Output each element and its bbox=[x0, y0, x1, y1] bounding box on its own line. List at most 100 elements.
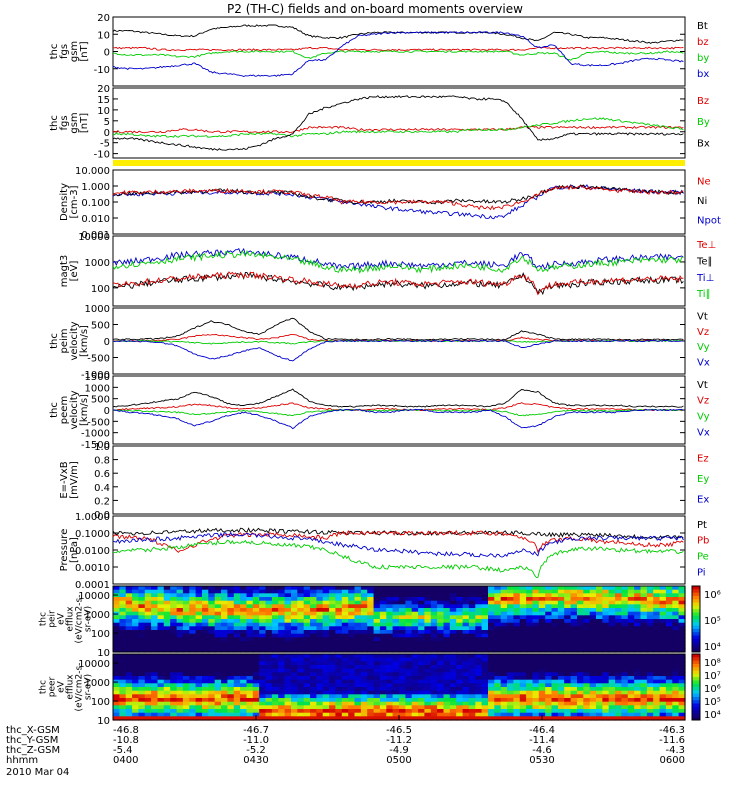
spectrogram-cell bbox=[513, 619, 521, 624]
spectrogram-cell bbox=[507, 589, 514, 594]
spectrogram-cell bbox=[475, 600, 483, 605]
y-axis-label: [km/s] bbox=[79, 394, 90, 426]
colorbar-tick-label: 10⁵ bbox=[704, 697, 721, 708]
spectrogram-cell bbox=[468, 679, 476, 684]
spectrogram-cell bbox=[227, 619, 235, 624]
spectrogram-cell bbox=[678, 694, 686, 699]
spectrogram-cell bbox=[392, 679, 400, 684]
spectrogram-cell bbox=[602, 701, 610, 706]
spectrogram-cell bbox=[456, 712, 464, 717]
spectrogram-cell bbox=[615, 716, 623, 721]
spectrogram-cell bbox=[367, 644, 375, 649]
spectrogram-cell bbox=[456, 608, 464, 613]
spectrogram-cell bbox=[577, 661, 584, 666]
spectrogram-cell bbox=[519, 644, 527, 649]
spectrogram-cell bbox=[284, 630, 292, 635]
spectrogram-cell bbox=[627, 668, 635, 673]
spectrogram-cell bbox=[570, 654, 578, 659]
spectrogram-cell bbox=[329, 622, 337, 627]
spectrogram-cell bbox=[424, 701, 432, 706]
spectrogram-cell bbox=[678, 619, 686, 624]
spectrogram-cell bbox=[348, 630, 356, 635]
spectrogram-cell bbox=[163, 604, 171, 609]
spectrogram-cell bbox=[449, 679, 457, 684]
spectrogram-cell bbox=[481, 661, 489, 666]
spectrogram-cell bbox=[278, 694, 286, 699]
spectrogram-cell bbox=[627, 622, 635, 627]
spectrogram-cell bbox=[519, 712, 527, 717]
spectrogram-cell bbox=[589, 654, 597, 659]
spectrogram-cell bbox=[494, 637, 502, 642]
spectrogram-cell bbox=[596, 672, 603, 677]
spectrogram-cell bbox=[170, 597, 178, 602]
spectrogram-cell bbox=[119, 712, 127, 717]
spectrogram-cell bbox=[125, 586, 133, 591]
spectrogram-cell bbox=[456, 615, 464, 620]
spectrogram-cell bbox=[132, 698, 140, 703]
spectrogram-cell bbox=[316, 622, 324, 627]
spectrogram-cell bbox=[405, 597, 413, 602]
spectrogram-cell bbox=[176, 604, 184, 609]
spectrogram-cell bbox=[316, 665, 324, 670]
spectrogram-cell bbox=[348, 690, 356, 695]
spectrogram-cell bbox=[570, 701, 578, 706]
spectrogram-cell bbox=[202, 608, 209, 613]
spectrogram-cell bbox=[646, 608, 654, 613]
spectrogram-cell bbox=[468, 626, 476, 631]
spectrogram-cell bbox=[557, 676, 565, 681]
spectrogram-cell bbox=[291, 586, 298, 591]
spectrogram-cell bbox=[430, 619, 438, 624]
spectrogram-cell bbox=[138, 654, 146, 659]
spectrogram-cell bbox=[424, 648, 432, 653]
spectrogram-cell bbox=[678, 597, 686, 602]
legend-entry: Vy bbox=[697, 411, 710, 422]
spectrogram-cell bbox=[526, 597, 534, 602]
spectrogram-cell bbox=[360, 597, 368, 602]
spectrogram-cell bbox=[475, 593, 483, 598]
spectrogram-cell bbox=[316, 705, 324, 710]
spectrogram-cell bbox=[163, 661, 171, 666]
spectrogram-cell bbox=[507, 593, 514, 598]
spectrogram-cell bbox=[653, 608, 661, 613]
spectrogram-cell bbox=[246, 615, 254, 620]
colorbar-segment bbox=[692, 703, 700, 708]
spectrogram-cell bbox=[138, 619, 146, 624]
spectrogram-cell bbox=[583, 611, 591, 616]
spectrogram-cell bbox=[589, 716, 597, 721]
spectrogram-cell bbox=[214, 615, 222, 620]
spectrogram-cell bbox=[488, 665, 495, 670]
spectrogram-cell bbox=[443, 586, 451, 591]
spectrogram-cell bbox=[468, 690, 476, 695]
spectrogram-cell bbox=[278, 683, 286, 688]
spectrogram-cell bbox=[379, 637, 387, 642]
spectrogram-cell bbox=[577, 690, 584, 695]
spectrogram-cell bbox=[608, 641, 616, 646]
spectrogram-cell bbox=[310, 586, 317, 591]
spectrogram-cell bbox=[672, 615, 680, 620]
spectrogram-cell bbox=[125, 633, 133, 638]
spectrogram-cell bbox=[265, 619, 273, 624]
spectrogram-cell bbox=[170, 709, 178, 714]
series-line-bx bbox=[112, 31, 684, 77]
spectrogram-cell bbox=[208, 665, 216, 670]
spectrogram-cell bbox=[367, 597, 375, 602]
spectrogram-cell bbox=[602, 637, 610, 642]
spectrogram-cell bbox=[519, 701, 527, 706]
spectrogram-cell bbox=[119, 665, 127, 670]
spectrogram-cell bbox=[519, 633, 527, 638]
spectrogram-cell bbox=[646, 633, 654, 638]
spectrogram-cell bbox=[500, 661, 508, 666]
spectrogram-cell bbox=[424, 641, 432, 646]
spectrogram-cell bbox=[214, 716, 222, 721]
spectrogram-cell bbox=[564, 698, 572, 703]
spectrogram-cell bbox=[399, 644, 406, 649]
spectrogram-cell bbox=[354, 709, 362, 714]
spectrogram-cell bbox=[526, 705, 534, 710]
spectrogram-cell bbox=[392, 622, 400, 627]
spectrogram-cell bbox=[672, 661, 680, 666]
spectrogram-cell bbox=[392, 705, 400, 710]
spectrogram-cell bbox=[265, 661, 273, 666]
spectrogram-cell bbox=[557, 615, 565, 620]
spectrogram-cell bbox=[488, 586, 495, 591]
y-axis-label: [nT] bbox=[79, 113, 90, 133]
